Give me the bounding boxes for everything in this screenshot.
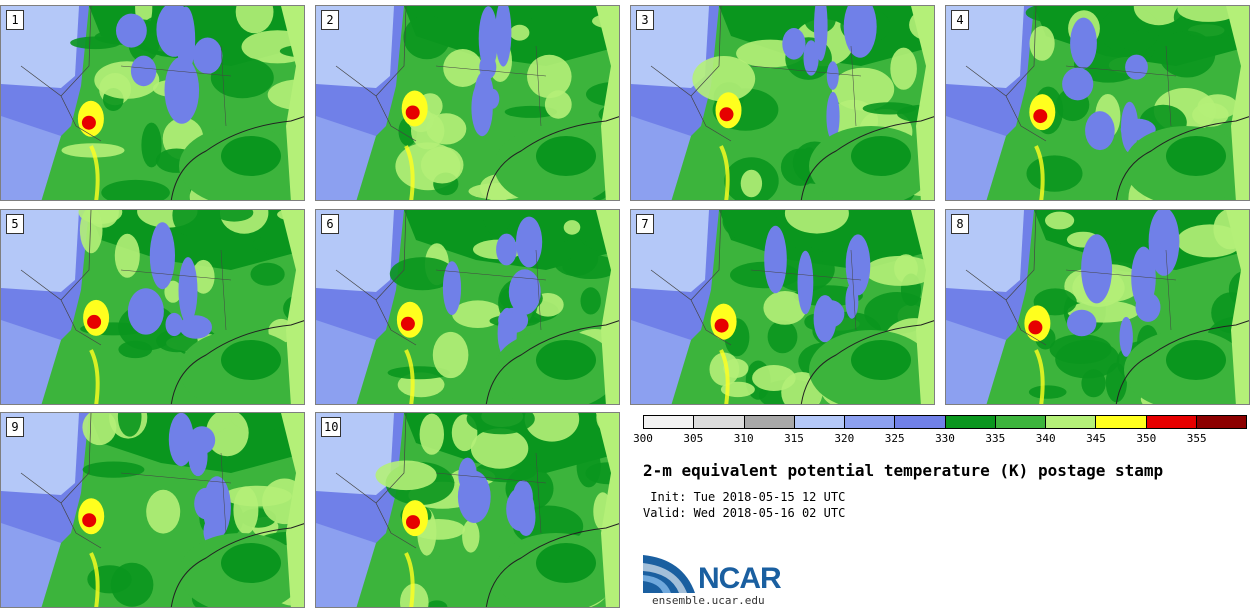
theta-e-map <box>631 6 934 200</box>
colorbar-tick: 310 <box>733 432 754 445</box>
colorbar-segment <box>895 416 946 428</box>
member-panel: 2 <box>315 5 620 201</box>
member-panel: 10 <box>315 412 620 608</box>
colorbar-tick: 350 <box>1136 432 1157 445</box>
member-number-label: 1 <box>6 10 24 30</box>
theta-e-map <box>316 210 619 404</box>
init-time: Init: Tue 2018-05-15 12 UTC <box>643 490 846 504</box>
theta-e-map <box>631 210 934 404</box>
member-number-label: 5 <box>6 214 24 234</box>
member-number-label: 10 <box>321 417 342 437</box>
member-panel: 1 <box>0 5 305 201</box>
member-number-label: 7 <box>636 214 654 234</box>
member-number-label: 4 <box>951 10 969 30</box>
colorbar-tick: 355 <box>1186 432 1207 445</box>
member-number-label: 8 <box>951 214 969 234</box>
member-number-label: 3 <box>636 10 654 30</box>
colorbar-tick: 325 <box>884 432 905 445</box>
colorbar-tick: 315 <box>784 432 804 445</box>
colorbar-segment <box>1046 416 1097 428</box>
logo-text: NCAR <box>698 562 782 595</box>
theta-e-map <box>1 210 304 404</box>
member-number-label: 6 <box>321 214 339 234</box>
member-number-label: 2 <box>321 10 339 30</box>
member-panel: 9 <box>0 412 305 608</box>
colorbar-segment <box>1196 416 1246 428</box>
colorbar-tick: 305 <box>683 432 704 445</box>
member-number-label: 9 <box>6 417 24 437</box>
colorbar-tick: 320 <box>834 432 855 445</box>
colorbar-tick-labels: 300 305 310 315 320 325 330 335 340 345 350 355 <box>633 432 1247 448</box>
colorbar-tick: 300 <box>633 432 653 445</box>
colorbar-segment <box>1096 416 1147 428</box>
colorbar-tick: 330 <box>935 432 955 445</box>
colorbar-segment <box>945 416 996 428</box>
theta-e-map <box>316 6 619 200</box>
colorbar-segment <box>794 416 845 428</box>
plot-title: 2-m equivalent potential temperature (K)… <box>643 461 1164 480</box>
member-panel: 4 <box>945 5 1250 201</box>
colorbar-segment <box>744 416 795 428</box>
colorbar-tick: 345 <box>1086 432 1106 445</box>
member-panel: 7 <box>630 209 935 405</box>
logo-url: ensemble.ucar.edu <box>652 594 765 607</box>
theta-e-map <box>946 6 1249 200</box>
theta-e-map <box>946 210 1249 404</box>
colorbar-segment <box>995 416 1046 428</box>
colorbar-segment <box>845 416 896 428</box>
member-panel: 8 <box>945 209 1250 405</box>
theta-e-map <box>1 6 304 200</box>
member-panel: 3 <box>630 5 935 201</box>
valid-time: Valid: Wed 2018-05-16 02 UTC <box>643 506 846 520</box>
colorbar-segment <box>1146 416 1197 428</box>
member-panel: 6 <box>315 209 620 405</box>
init-valid-info: Init: Tue 2018-05-15 12 UTC Valid: Wed 2… <box>643 489 845 521</box>
colorbar <box>643 415 1247 429</box>
theta-e-map <box>1 413 304 607</box>
theta-e-map <box>316 413 619 607</box>
colorbar-tick: 340 <box>1035 432 1056 445</box>
colorbar-segment <box>694 416 745 428</box>
ncar-logo-icon <box>643 555 695 593</box>
member-panel: 5 <box>0 209 305 405</box>
colorbar-segment <box>644 416 695 428</box>
colorbar-tick: 335 <box>985 432 1006 445</box>
